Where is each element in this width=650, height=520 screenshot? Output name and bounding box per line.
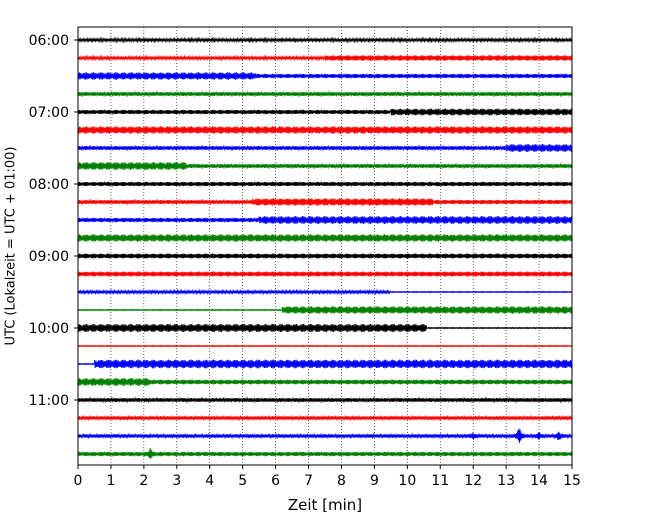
trace-1130 — [77, 428, 572, 443]
trace-1115 — [77, 414, 572, 422]
x-tick-label: 0 — [74, 473, 83, 489]
x-tick-label: 11 — [431, 473, 449, 489]
trace-0800 — [77, 180, 572, 188]
waveform-segment — [77, 36, 572, 44]
x-tick-label: 8 — [337, 473, 346, 489]
y-tick-label: 08:00 — [29, 177, 69, 193]
seismogram-traces — [77, 36, 573, 459]
trace-0945 — [77, 306, 573, 314]
trace-0845 — [77, 234, 572, 242]
x-axis-label: Zeit [min] — [288, 496, 362, 514]
x-tick-label: 4 — [205, 473, 214, 489]
waveform-segment — [77, 362, 95, 366]
trace-0830 — [77, 215, 572, 225]
y-axis-ticks: 06:00 07:00 08:00 09:00 10:00 11:00 — [29, 33, 78, 409]
waveform-segment — [77, 108, 391, 116]
trace-0600 — [77, 36, 572, 44]
trace-1145 — [77, 447, 572, 459]
y-tick-label: 07:00 — [29, 105, 69, 121]
waveform-segment — [93, 359, 573, 369]
trace-1030 — [77, 359, 573, 369]
waveform-segment — [77, 126, 572, 134]
waveform-segment — [258, 215, 572, 225]
waveform-segment — [77, 396, 572, 404]
trace-1100 — [77, 396, 572, 404]
plot-frame — [77, 26, 573, 466]
waveform-segment — [77, 344, 572, 348]
trace-0915 — [77, 271, 572, 277]
x-tick-label: 6 — [271, 473, 280, 489]
y-tick-label: 09:00 — [29, 249, 69, 265]
x-tick-label: 10 — [398, 473, 416, 489]
trace-0630 — [77, 72, 573, 80]
waveform-segment — [281, 306, 573, 314]
waveform-segment — [77, 90, 572, 98]
waveform-segment — [77, 450, 572, 458]
waveform-segment — [77, 323, 428, 333]
trace-0715 — [77, 126, 572, 134]
waveform-segment — [77, 216, 260, 224]
waveform-segment — [77, 432, 572, 440]
trace-0615 — [77, 54, 572, 62]
waveform-segment — [77, 271, 572, 277]
x-tick-label: 3 — [172, 473, 181, 489]
waveform-segment — [426, 326, 573, 330]
trace-0745 — [77, 161, 573, 170]
trace-1000 — [77, 323, 573, 333]
y-tick-label: 11:00 — [29, 393, 69, 409]
x-tick-label: 5 — [238, 473, 247, 489]
x-tick-label: 9 — [370, 473, 379, 489]
waveform-segment — [77, 377, 151, 386]
y-axis-label: UTC (Lokalzeit = UTC + 01:00) — [4, 147, 19, 346]
event-burst — [468, 432, 480, 440]
event-burst — [534, 432, 546, 440]
y-tick-label: 06:00 — [29, 33, 69, 49]
x-tick-label: 2 — [139, 473, 148, 489]
waveform-segment — [324, 55, 572, 61]
event-burst — [514, 428, 526, 443]
trace-0700 — [77, 108, 572, 116]
trace-0900 — [77, 253, 572, 259]
waveform-segment — [505, 144, 573, 153]
waveform-segment — [77, 288, 391, 296]
waveform-segment — [77, 54, 325, 62]
waveform-segment — [77, 161, 187, 170]
x-tick-label: 15 — [563, 473, 581, 489]
grid-lines — [110, 27, 540, 465]
waveform-segment — [390, 290, 572, 294]
waveform-segment — [255, 72, 573, 80]
trace-1015 — [77, 344, 572, 348]
event-burst — [554, 431, 565, 440]
waveform-segment — [433, 198, 573, 206]
trace-0730 — [77, 144, 573, 153]
waveform-segment — [77, 144, 507, 152]
waveform-segment — [77, 72, 257, 80]
x-tick-label: 13 — [497, 473, 515, 489]
trace-0815 — [77, 198, 573, 206]
x-tick-label: 1 — [106, 473, 115, 489]
trace-0930 — [77, 288, 572, 296]
waveform-segment — [149, 379, 573, 385]
event-burst — [145, 447, 157, 459]
waveform-segment — [77, 198, 253, 206]
trace-0645 — [77, 90, 572, 98]
x-axis-ticks: 0 1 2 3 4 5 6 7 8 9 10 11 12 13 14 15 — [74, 465, 581, 489]
waveform-segment — [252, 198, 434, 206]
waveform-segment — [77, 253, 572, 259]
y-tick-label: 10:00 — [29, 321, 69, 337]
waveform-segment — [77, 234, 572, 242]
trace-1045 — [77, 377, 573, 386]
waveform-segment — [77, 308, 283, 312]
x-tick-label: 14 — [530, 473, 548, 489]
x-tick-label: 12 — [464, 473, 482, 489]
waveform-segment — [390, 108, 572, 116]
waveform-segment — [77, 180, 572, 188]
x-tick-label: 7 — [304, 473, 313, 489]
waveform-segment — [77, 414, 572, 422]
waveform-segment — [186, 162, 573, 170]
